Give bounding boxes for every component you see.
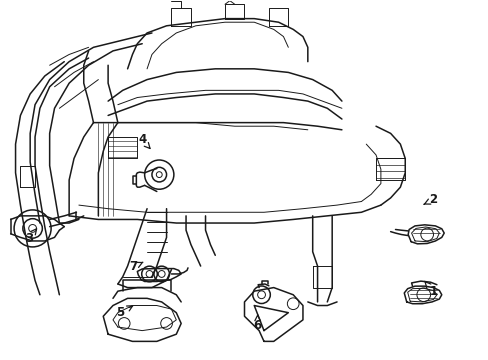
Text: 3: 3 (25, 229, 37, 244)
Text: 1: 1 (424, 281, 437, 298)
Text: 6: 6 (253, 315, 261, 332)
Text: 4: 4 (138, 133, 150, 148)
Text: 5: 5 (116, 306, 132, 319)
Text: 7: 7 (129, 260, 142, 273)
Text: 2: 2 (423, 193, 437, 206)
